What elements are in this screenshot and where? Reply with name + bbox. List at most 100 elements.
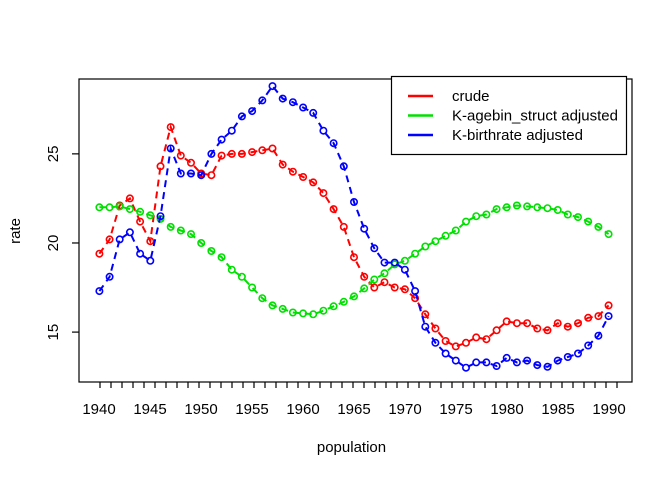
- data-point-marker: [258, 146, 267, 155]
- data-point-marker: [136, 249, 145, 258]
- plot-box: [78, 78, 633, 383]
- data-point-marker: [166, 123, 175, 132]
- legend: crude K-agebin_struct adjusted K-birthrate…: [390, 75, 628, 156]
- data-point-marker: [227, 126, 236, 135]
- data-point-marker: [400, 285, 409, 294]
- data-point-marker: [156, 214, 165, 223]
- x-axis-title: population: [317, 439, 386, 456]
- data-point-marker: [115, 235, 124, 244]
- data-point-marker: [512, 201, 521, 210]
- data-point-marker: [146, 237, 155, 246]
- data-point-marker: [563, 322, 572, 331]
- data-point-marker: [390, 258, 399, 267]
- data-point-marker: [584, 341, 593, 350]
- data-point-marker: [207, 171, 216, 180]
- data-point-marker: [105, 235, 114, 244]
- data-point-marker: [472, 212, 481, 221]
- data-point-marker: [258, 96, 267, 105]
- data-point-marker: [533, 361, 542, 370]
- x-axis-labels: 1940 1945 1950 1955 1960 1965 1970 1975 1980 1985…: [82, 401, 625, 418]
- data-point-marker: [319, 306, 328, 315]
- data-point-marker: [156, 162, 165, 171]
- data-point-marker: [95, 249, 104, 258]
- series-k-birthrate-adjusted: [95, 82, 613, 372]
- data-point-marker: [411, 287, 420, 296]
- data-point-marker: [207, 247, 216, 256]
- data-point-marker: [349, 253, 358, 262]
- data-point-marker: [349, 198, 358, 207]
- data-point-marker: [217, 135, 226, 144]
- x-tick-label: 1955: [235, 401, 268, 418]
- data-point-marker: [380, 269, 389, 278]
- data-point-marker: [258, 294, 267, 303]
- data-point-marker: [115, 202, 124, 211]
- data-point-marker: [105, 272, 114, 281]
- x-tick-label: 1945: [133, 401, 166, 418]
- data-point-marker: [166, 222, 175, 231]
- data-point-marker: [105, 203, 114, 212]
- data-point-marker: [278, 160, 287, 169]
- data-point-marker: [400, 265, 409, 274]
- data-point-marker: [360, 284, 369, 293]
- data-point-marker: [461, 217, 470, 226]
- x-axis-ticks: [99, 382, 618, 388]
- series-k-agebin-struct-adjusted: [95, 201, 613, 319]
- data-point-marker: [95, 203, 104, 212]
- data-point-marker: [319, 126, 328, 135]
- data-point-marker: [309, 178, 318, 187]
- data-point-marker: [176, 169, 185, 178]
- data-point-marker: [523, 319, 532, 328]
- data-point-marker: [502, 353, 511, 362]
- data-point-marker: [319, 189, 328, 198]
- y-tick-label: 15: [45, 324, 62, 341]
- data-point-marker: [197, 171, 206, 180]
- data-point-marker: [370, 275, 379, 284]
- data-point-marker: [584, 313, 593, 322]
- data-point-marker: [248, 107, 257, 116]
- data-point-marker: [441, 336, 450, 345]
- data-point-marker: [125, 205, 134, 214]
- data-point-marker: [268, 144, 277, 153]
- data-point-marker: [584, 217, 593, 226]
- data-point-marker: [482, 335, 491, 344]
- data-point-marker: [309, 108, 318, 117]
- data-point-marker: [299, 309, 308, 318]
- data-point-marker: [594, 222, 603, 231]
- data-point-marker: [227, 149, 236, 158]
- data-point-marker: [543, 326, 552, 335]
- data-point-marker: [339, 222, 348, 231]
- data-point-marker: [482, 358, 491, 367]
- data-point-marker: [380, 278, 389, 287]
- x-tick-label: 1960: [286, 401, 319, 418]
- data-point-marker: [553, 356, 562, 365]
- x-tick-label: 1985: [541, 401, 574, 418]
- data-point-marker: [187, 158, 196, 167]
- data-point-marker: [176, 151, 185, 160]
- data-point-marker: [268, 82, 277, 91]
- data-point-marker: [237, 149, 246, 158]
- data-point-marker: [360, 272, 369, 281]
- data-point-marker: [339, 162, 348, 171]
- data-point-marker: [492, 205, 501, 214]
- data-point-marker: [288, 98, 297, 107]
- data-point-marker: [329, 205, 338, 214]
- data-point-marker: [523, 202, 532, 211]
- data-point-marker: [594, 331, 603, 340]
- data-point-marker: [573, 349, 582, 358]
- data-point-marker: [380, 258, 389, 267]
- data-point-marker: [461, 363, 470, 372]
- data-point-marker: [543, 362, 552, 371]
- data-point-marker: [329, 302, 338, 311]
- legend-label: K-agebin_struct adjusted: [452, 108, 618, 125]
- data-point-marker: [248, 283, 257, 292]
- data-point-marker: [268, 301, 277, 310]
- data-point-marker: [502, 203, 511, 212]
- data-point-marker: [431, 324, 440, 333]
- data-point-marker: [278, 304, 287, 313]
- data-point-marker: [604, 301, 613, 310]
- data-point-marker: [472, 358, 481, 367]
- data-point-marker: [339, 297, 348, 306]
- y-axis-title: rate: [7, 218, 24, 244]
